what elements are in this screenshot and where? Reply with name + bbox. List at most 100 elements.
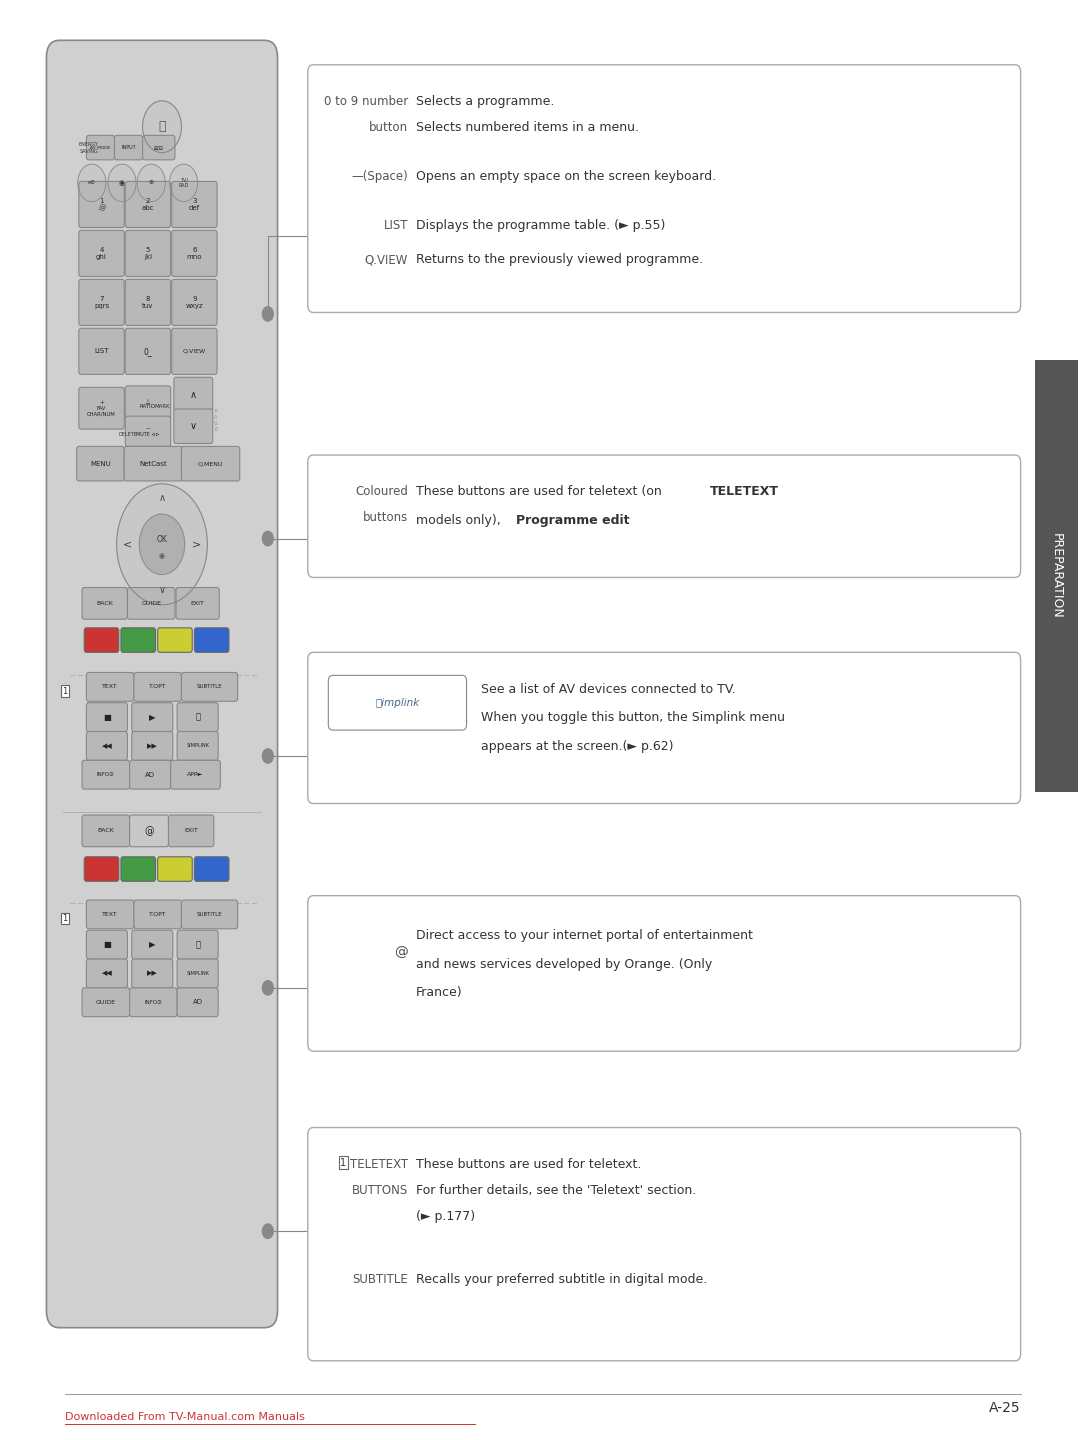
FancyBboxPatch shape (79, 230, 124, 276)
Text: AD: AD (145, 772, 156, 778)
Text: ◉: ◉ (119, 180, 125, 186)
Text: 2
abc: 2 abc (141, 197, 154, 212)
Text: TELETEXT: TELETEXT (710, 485, 779, 498)
FancyBboxPatch shape (125, 416, 171, 446)
FancyBboxPatch shape (158, 628, 192, 652)
FancyBboxPatch shape (82, 988, 130, 1017)
FancyBboxPatch shape (177, 732, 218, 760)
Text: SIMPLINK: SIMPLINK (186, 743, 210, 749)
FancyBboxPatch shape (194, 857, 229, 881)
Text: ⏸: ⏸ (195, 713, 200, 721)
FancyBboxPatch shape (172, 328, 217, 374)
Text: MARK: MARK (154, 403, 170, 409)
Text: Recalls your preferred subtitle in digital mode.: Recalls your preferred subtitle in digit… (416, 1273, 707, 1286)
Text: Displays the programme table. (► p.55): Displays the programme table. (► p.55) (416, 219, 665, 232)
FancyBboxPatch shape (1035, 360, 1078, 792)
Text: ▶: ▶ (149, 940, 156, 949)
Text: models only),: models only), (416, 514, 504, 527)
FancyBboxPatch shape (84, 628, 119, 652)
FancyBboxPatch shape (158, 857, 192, 881)
Text: 6
mno: 6 mno (187, 246, 202, 261)
FancyBboxPatch shape (172, 181, 217, 228)
FancyBboxPatch shape (79, 181, 124, 228)
FancyBboxPatch shape (134, 900, 181, 929)
Circle shape (78, 164, 106, 202)
Text: ▶▶: ▶▶ (147, 971, 158, 976)
Text: SUBTITLE: SUBTITLE (352, 1273, 408, 1286)
Text: LIST: LIST (383, 219, 408, 232)
FancyBboxPatch shape (125, 328, 171, 374)
Text: AD: AD (192, 999, 203, 1005)
Text: ▶▶: ▶▶ (147, 743, 158, 749)
FancyBboxPatch shape (177, 959, 218, 988)
FancyBboxPatch shape (172, 230, 217, 276)
FancyBboxPatch shape (86, 900, 134, 929)
FancyBboxPatch shape (130, 760, 171, 789)
Text: These buttons are used for teletext (on: These buttons are used for teletext (on (416, 485, 665, 498)
Text: ◀◀: ◀◀ (102, 743, 112, 749)
Text: P
A
G
E: P A G E (214, 409, 218, 432)
Text: ∧: ∧ (190, 390, 197, 399)
Text: +
FAV
CHAR/NUM: + FAV CHAR/NUM (87, 400, 116, 416)
FancyBboxPatch shape (77, 446, 124, 481)
Circle shape (262, 749, 273, 763)
Text: SAVING: SAVING (79, 148, 98, 154)
FancyBboxPatch shape (194, 628, 229, 652)
FancyBboxPatch shape (127, 588, 175, 619)
Text: MENU: MENU (90, 461, 111, 467)
Text: For further details, see the 'Teletext' section.: For further details, see the 'Teletext' … (416, 1184, 696, 1197)
Text: ⏻: ⏻ (159, 120, 165, 134)
Text: Selects a programme.: Selects a programme. (416, 95, 554, 108)
FancyBboxPatch shape (143, 135, 175, 160)
Text: GUIDE: GUIDE (141, 600, 161, 606)
FancyBboxPatch shape (176, 588, 219, 619)
FancyBboxPatch shape (174, 377, 213, 412)
Text: 9
wxyz: 9 wxyz (186, 295, 203, 310)
FancyBboxPatch shape (82, 588, 127, 619)
Text: ⊞/⊟: ⊞/⊟ (153, 145, 164, 150)
Text: SIMPLINK: SIMPLINK (186, 971, 210, 976)
Text: button: button (369, 121, 408, 134)
Text: T.OPT: T.OPT (149, 684, 166, 690)
Text: ■: ■ (103, 940, 111, 949)
Text: 8
tuv: 8 tuv (143, 295, 153, 310)
Text: AV MODE: AV MODE (91, 145, 110, 150)
FancyBboxPatch shape (86, 732, 127, 760)
Text: @: @ (394, 946, 408, 960)
Text: Q.VIEW: Q.VIEW (183, 348, 206, 354)
Circle shape (117, 484, 207, 605)
Text: LIST: LIST (94, 348, 109, 354)
Text: 0_: 0_ (144, 347, 152, 356)
Text: Q.MENU: Q.MENU (198, 461, 224, 467)
Circle shape (262, 531, 273, 546)
Text: TELETEXT: TELETEXT (350, 1158, 408, 1171)
Text: See a list of AV devices connected to TV.: See a list of AV devices connected to TV… (481, 683, 735, 696)
FancyBboxPatch shape (308, 455, 1021, 577)
FancyBboxPatch shape (79, 279, 124, 325)
FancyBboxPatch shape (168, 815, 214, 847)
FancyBboxPatch shape (84, 857, 119, 881)
FancyBboxPatch shape (174, 409, 213, 444)
FancyBboxPatch shape (177, 988, 218, 1017)
FancyBboxPatch shape (82, 760, 130, 789)
FancyBboxPatch shape (172, 279, 217, 325)
Text: @: @ (145, 827, 153, 835)
Text: —
MUTE ⊲⊳: — MUTE ⊲⊳ (136, 426, 160, 436)
Text: PREPARATION: PREPARATION (1050, 533, 1063, 619)
Text: OK: OK (157, 536, 167, 544)
Text: Downloaded From TV-Manual.com Manuals: Downloaded From TV-Manual.com Manuals (65, 1413, 305, 1421)
Text: These buttons are used for teletext.: These buttons are used for teletext. (416, 1158, 642, 1171)
Text: Coloured: Coloured (355, 485, 408, 498)
Text: ▶: ▶ (149, 713, 156, 721)
FancyBboxPatch shape (86, 672, 134, 701)
FancyBboxPatch shape (308, 896, 1021, 1051)
FancyBboxPatch shape (308, 1128, 1021, 1361)
Text: e⊘: e⊘ (87, 180, 96, 186)
Text: ∨: ∨ (190, 422, 197, 431)
FancyBboxPatch shape (125, 386, 171, 420)
Text: Ⓢimplink: Ⓢimplink (376, 698, 419, 707)
FancyBboxPatch shape (86, 930, 127, 959)
Text: 1: 1 (340, 1158, 347, 1168)
Text: TEXT: TEXT (103, 912, 118, 917)
FancyBboxPatch shape (130, 815, 168, 847)
